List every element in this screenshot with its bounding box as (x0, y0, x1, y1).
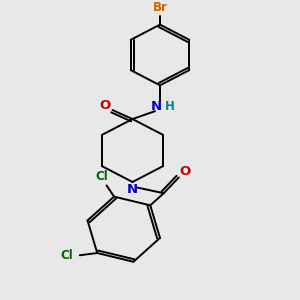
Text: Cl: Cl (95, 170, 108, 183)
Text: H: H (165, 100, 175, 113)
Text: O: O (99, 99, 111, 112)
Text: N: N (127, 183, 138, 196)
Text: O: O (179, 165, 191, 178)
Text: N: N (151, 100, 162, 113)
Text: Cl: Cl (61, 249, 74, 262)
Text: Br: Br (153, 1, 167, 14)
